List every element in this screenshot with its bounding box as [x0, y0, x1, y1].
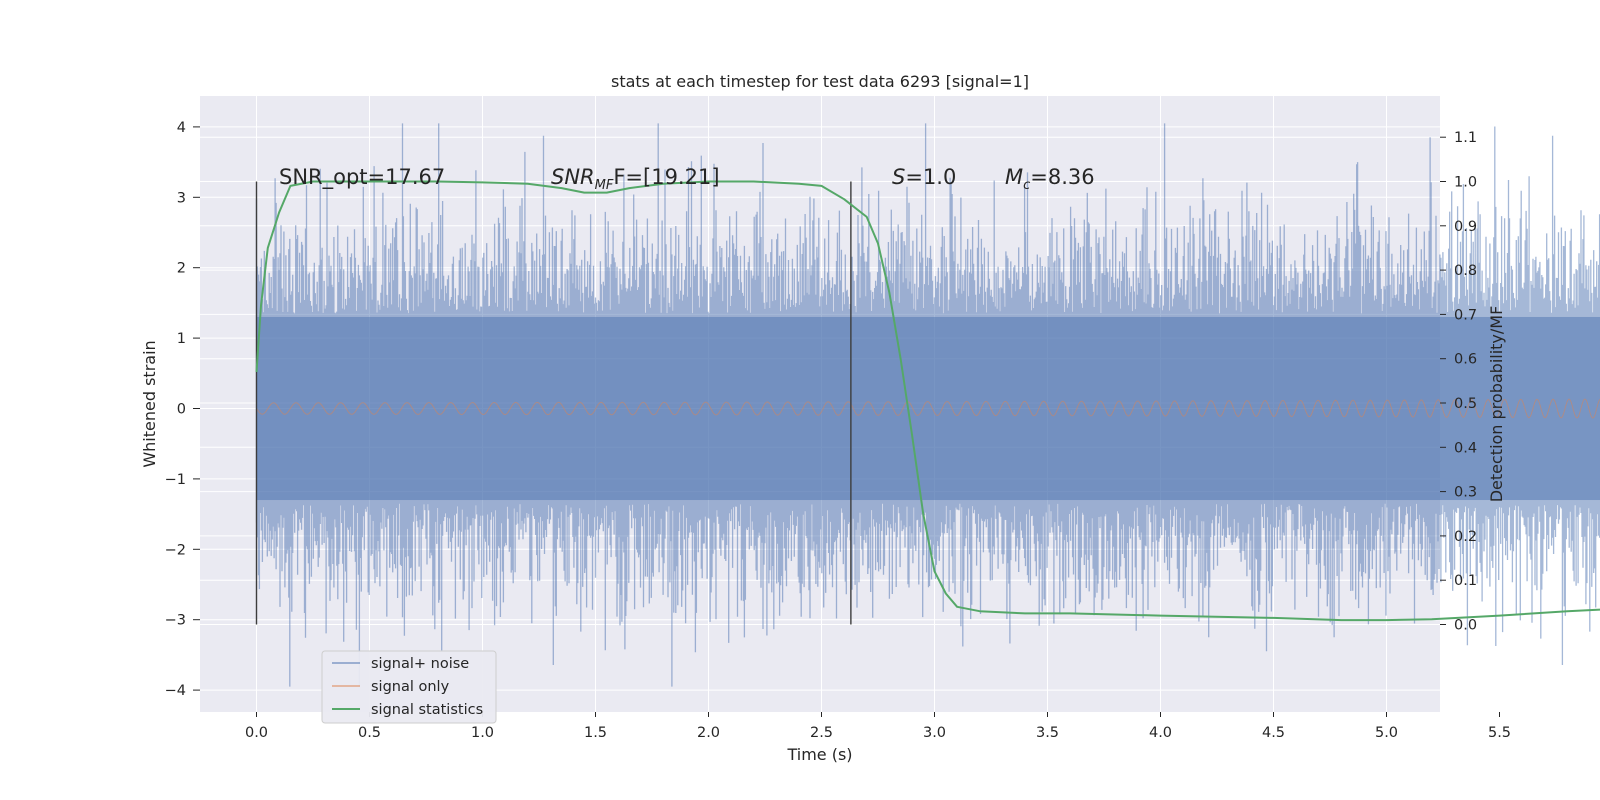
annotation-snr-opt: SNR_opt=17.67 — [279, 165, 445, 190]
signal-noise-core — [256, 316, 1600, 501]
x-tick-label: 0.0 — [245, 725, 268, 741]
legend-label-signal-statistics: signal statistics — [371, 702, 483, 718]
x-tick-label: 3.0 — [923, 725, 946, 741]
y-tick-label: −1 — [165, 472, 186, 488]
x-tick-label: 2.5 — [810, 725, 833, 741]
snr-mf-suffix: F=[19.21] — [613, 165, 719, 189]
y-right-tick-label: 1.1 — [1454, 130, 1477, 146]
x-tick-label: 2.0 — [697, 725, 720, 741]
y-tick-label: 4 — [177, 120, 186, 136]
x-tick-label: 3.5 — [1036, 725, 1059, 741]
x-axis-label: Time (s) — [786, 745, 852, 764]
signal-statistics-series — [255, 180, 1600, 622]
x-tick-label: 1.0 — [471, 725, 494, 741]
x-tick-label: 4.5 — [1262, 725, 1285, 741]
y-right-tick-label: 0.4 — [1454, 440, 1477, 456]
y-tick-label: −3 — [165, 613, 186, 629]
x-tick-label: 0.5 — [358, 725, 381, 741]
signal-noise-series — [255, 123, 1600, 687]
y-axis-label: Whitened strain — [140, 340, 159, 467]
legend: signal+ noise signal only signal statist… — [321, 650, 497, 724]
legend-box — [321, 650, 497, 724]
y-tick-label: 2 — [177, 261, 186, 277]
y-right-tick-label: 1.0 — [1454, 175, 1477, 191]
legend-label-signal-only: signal only — [371, 679, 450, 695]
x-tick-label: 5.0 — [1375, 725, 1398, 741]
s-suffix: =1.0 — [905, 165, 956, 189]
x-tick-label: 1.5 — [584, 725, 607, 741]
tick-labels: 0.00.51.01.52.02.53.03.54.04.55.05.56.06… — [165, 120, 1511, 741]
y-right-tick-label: 0.5 — [1454, 396, 1477, 412]
y-right-tick-label: 0.9 — [1454, 219, 1477, 235]
x-tick-label: 5.5 — [1488, 725, 1511, 741]
y-tick-label: 1 — [177, 331, 186, 347]
y-right-tick-label: 0.2 — [1454, 529, 1477, 545]
annotation-mc: Mc=8.36 — [1005, 165, 1095, 193]
y-tick-label: −4 — [165, 683, 186, 699]
y-right-tick-label: 0.3 — [1454, 485, 1477, 501]
legend-label-signal-noise: signal+ noise — [371, 656, 469, 672]
snr-mf-subscript: MF — [595, 178, 614, 193]
signal-statistics-line — [255, 180, 1600, 622]
x-tick-label: 4.0 — [1149, 725, 1172, 741]
chart-title: stats at each timestep for test data 629… — [611, 72, 1029, 91]
y-tick-label: −2 — [165, 542, 186, 558]
y-axis-right-label: Detection probability/MF — [1487, 306, 1506, 503]
annotation-snr-mf: SNRMFF=[19.21] — [551, 165, 720, 193]
vertical-markers — [255, 181, 852, 625]
annotation-s: S=1.0 — [892, 165, 956, 189]
y-tick-label: 3 — [177, 190, 186, 206]
y-right-tick-label: 0.7 — [1454, 307, 1477, 323]
y-right-tick-label: 0.6 — [1454, 352, 1477, 368]
mc-prefix: M — [1005, 165, 1023, 189]
y-tick-label: 0 — [177, 402, 186, 418]
mc-subscript: c — [1023, 178, 1030, 193]
signal-only-line — [256, 398, 1600, 419]
signal-only-series — [256, 398, 1600, 419]
s-prefix: S — [892, 165, 905, 189]
snr-mf-prefix: SNR — [551, 165, 595, 189]
y-right-tick-label: 0.8 — [1454, 263, 1477, 279]
y-right-tick-label: 0.0 — [1454, 618, 1477, 634]
y-right-tick-label: 0.1 — [1454, 573, 1477, 589]
mc-suffix: =8.36 — [1030, 165, 1094, 189]
